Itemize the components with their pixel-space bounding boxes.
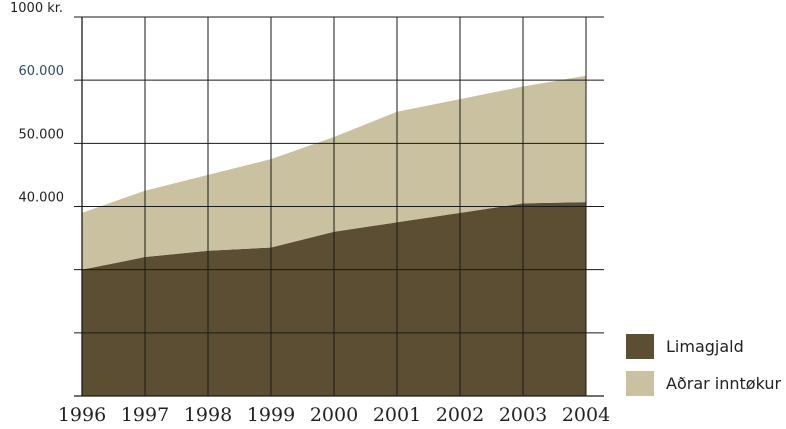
x-axis-tick-labels: 1996 1997 1998 1999 2000 2001 2002 2003 2004 (58, 404, 610, 426)
legend-label: Limagjald (666, 337, 744, 356)
legend-swatch (626, 371, 654, 396)
x-tick-label: 2002 (436, 404, 484, 426)
x-tick-label: 2000 (310, 404, 358, 426)
x-tick-label: 1997 (121, 404, 169, 426)
x-tick-label: 1998 (184, 404, 232, 426)
y-axis-unit-label: 1000 kr. (10, 1, 63, 16)
y-tick-label: 50.000 (19, 127, 65, 142)
y-tick-label: 60.000 (19, 64, 65, 79)
x-tick-label: 2003 (499, 404, 547, 426)
x-tick-label: 1996 (58, 404, 106, 426)
x-tick-label: 1999 (247, 404, 295, 426)
x-tick-label: 2004 (562, 404, 610, 426)
y-tick-label: 40.000 (19, 191, 65, 206)
x-tick-label: 2001 (373, 404, 421, 426)
legend: Limagjald Aðrar inntøkur (626, 334, 781, 396)
grid-lines (74, 16, 604, 397)
y-axis-tick-labels: 1000 kr. 60.000 50.000 40.000 (10, 1, 64, 206)
legend-swatch (626, 334, 654, 359)
legend-label: Aðrar inntøkur (666, 374, 781, 393)
